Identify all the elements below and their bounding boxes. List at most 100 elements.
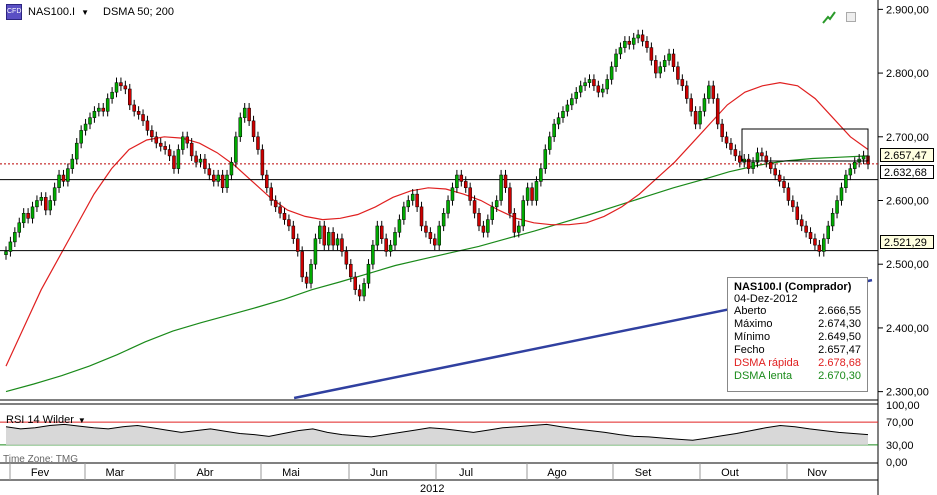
candle-body <box>35 200 39 208</box>
rsi-label: RSI 14 Wilder <box>6 414 74 426</box>
y-tick-label: 2.600,00 <box>886 196 929 208</box>
candle-body <box>52 187 57 201</box>
candle-body <box>415 193 419 208</box>
legend-row-fast: DSMA rápida 2.678,68 <box>734 357 861 369</box>
chevron-down-icon[interactable]: ▼ <box>81 7 90 17</box>
candle-body <box>256 136 260 150</box>
candle-body <box>746 158 751 169</box>
candle-body <box>189 142 194 157</box>
candle-body <box>539 168 543 182</box>
candle-body <box>141 114 145 122</box>
candle-body <box>278 206 282 214</box>
candle-body <box>212 174 216 182</box>
candle-body <box>649 47 654 61</box>
candle-body <box>119 82 123 87</box>
candle-body <box>596 85 601 93</box>
candle-body <box>662 60 667 67</box>
candle-body <box>375 225 380 246</box>
candle-body <box>185 136 189 144</box>
candle-body <box>273 200 278 208</box>
candle-body <box>238 117 243 138</box>
candle-body <box>8 241 13 252</box>
candle-body <box>229 162 234 176</box>
candle-body <box>768 162 773 169</box>
candle-body <box>618 47 623 55</box>
candle-body <box>335 238 340 246</box>
candle-body <box>371 244 375 265</box>
y-tick-label: 2.900,00 <box>886 4 929 16</box>
candle-body <box>472 200 477 214</box>
symbol-label[interactable]: NAS100.I <box>28 6 76 18</box>
candle-body <box>631 37 636 45</box>
candle-body <box>614 53 618 67</box>
candle-body <box>207 168 212 176</box>
candle-body <box>477 212 481 227</box>
x-tick-label: Nov <box>807 467 827 479</box>
candle-body <box>114 82 119 93</box>
candle-body <box>755 152 760 163</box>
y-tick-label: 2.800,00 <box>886 68 929 80</box>
candle-body <box>419 206 424 227</box>
trend-arrow-icon[interactable] <box>822 10 836 24</box>
candle-body <box>521 200 525 227</box>
candle-body <box>344 251 349 265</box>
candle-body <box>181 136 185 150</box>
candle-body <box>110 91 114 99</box>
candle-body <box>287 219 291 227</box>
candle-body <box>379 225 384 239</box>
candle-body <box>689 98 693 112</box>
slow-dsma-line <box>5 155 869 393</box>
fast-dsma-line <box>5 81 869 367</box>
y-tick-label: 2.700,00 <box>886 132 929 144</box>
legend-row-slow: DSMA lenta 2.670,30 <box>734 370 861 382</box>
restore-icon[interactable] <box>846 12 856 22</box>
indicator-label[interactable]: DSMA 50; 200 <box>103 6 174 18</box>
candle-body <box>587 79 592 83</box>
x-tick-label: Out <box>721 467 739 479</box>
candle-body <box>150 130 154 138</box>
candle-body <box>79 130 83 144</box>
candle-body <box>795 206 800 220</box>
candle-body <box>17 222 22 233</box>
candle-body <box>410 193 415 201</box>
candle-body <box>729 142 733 150</box>
legend-row-low: Mínimo 2.649,50 <box>734 331 861 343</box>
rsi-axis-label: 0,00 <box>886 457 907 469</box>
candle-body <box>291 225 296 239</box>
candle-body <box>326 232 331 246</box>
candle-body <box>512 212 517 233</box>
y-tick-label: 2.300,00 <box>886 387 929 399</box>
candle-body <box>592 79 596 87</box>
candle-body <box>494 200 499 208</box>
chart-header: CFD NAS100.I ▼ DSMA 50; 200 <box>6 4 174 20</box>
candle-body <box>132 104 136 112</box>
candle-body <box>384 238 388 252</box>
candle-body <box>561 111 565 118</box>
candle-body <box>782 181 786 189</box>
rsi-header[interactable]: RSI 14 Wilder ▼ <box>6 414 86 426</box>
candle-body <box>13 232 17 243</box>
candle-body <box>645 40 649 48</box>
year-label: 2012 <box>420 483 444 495</box>
candle-body <box>680 79 685 87</box>
candle-body <box>861 155 866 160</box>
panel-controls <box>822 10 856 24</box>
candle-body <box>48 200 52 211</box>
candle-body <box>738 155 742 163</box>
candle-body <box>574 91 578 99</box>
candle-body <box>711 85 716 99</box>
candle-body <box>83 123 88 131</box>
candle-body <box>552 123 556 138</box>
candle-body <box>658 66 662 74</box>
candle-body <box>158 142 163 147</box>
candle-body <box>21 212 26 224</box>
candle-body <box>388 244 393 252</box>
candle-body <box>826 225 830 239</box>
candle-body <box>163 146 167 150</box>
candle-body <box>685 85 689 99</box>
rsi-axis-label: 70,00 <box>886 417 914 429</box>
candle-body <box>362 283 366 297</box>
candle-body <box>216 174 220 182</box>
candle-body <box>428 232 433 239</box>
